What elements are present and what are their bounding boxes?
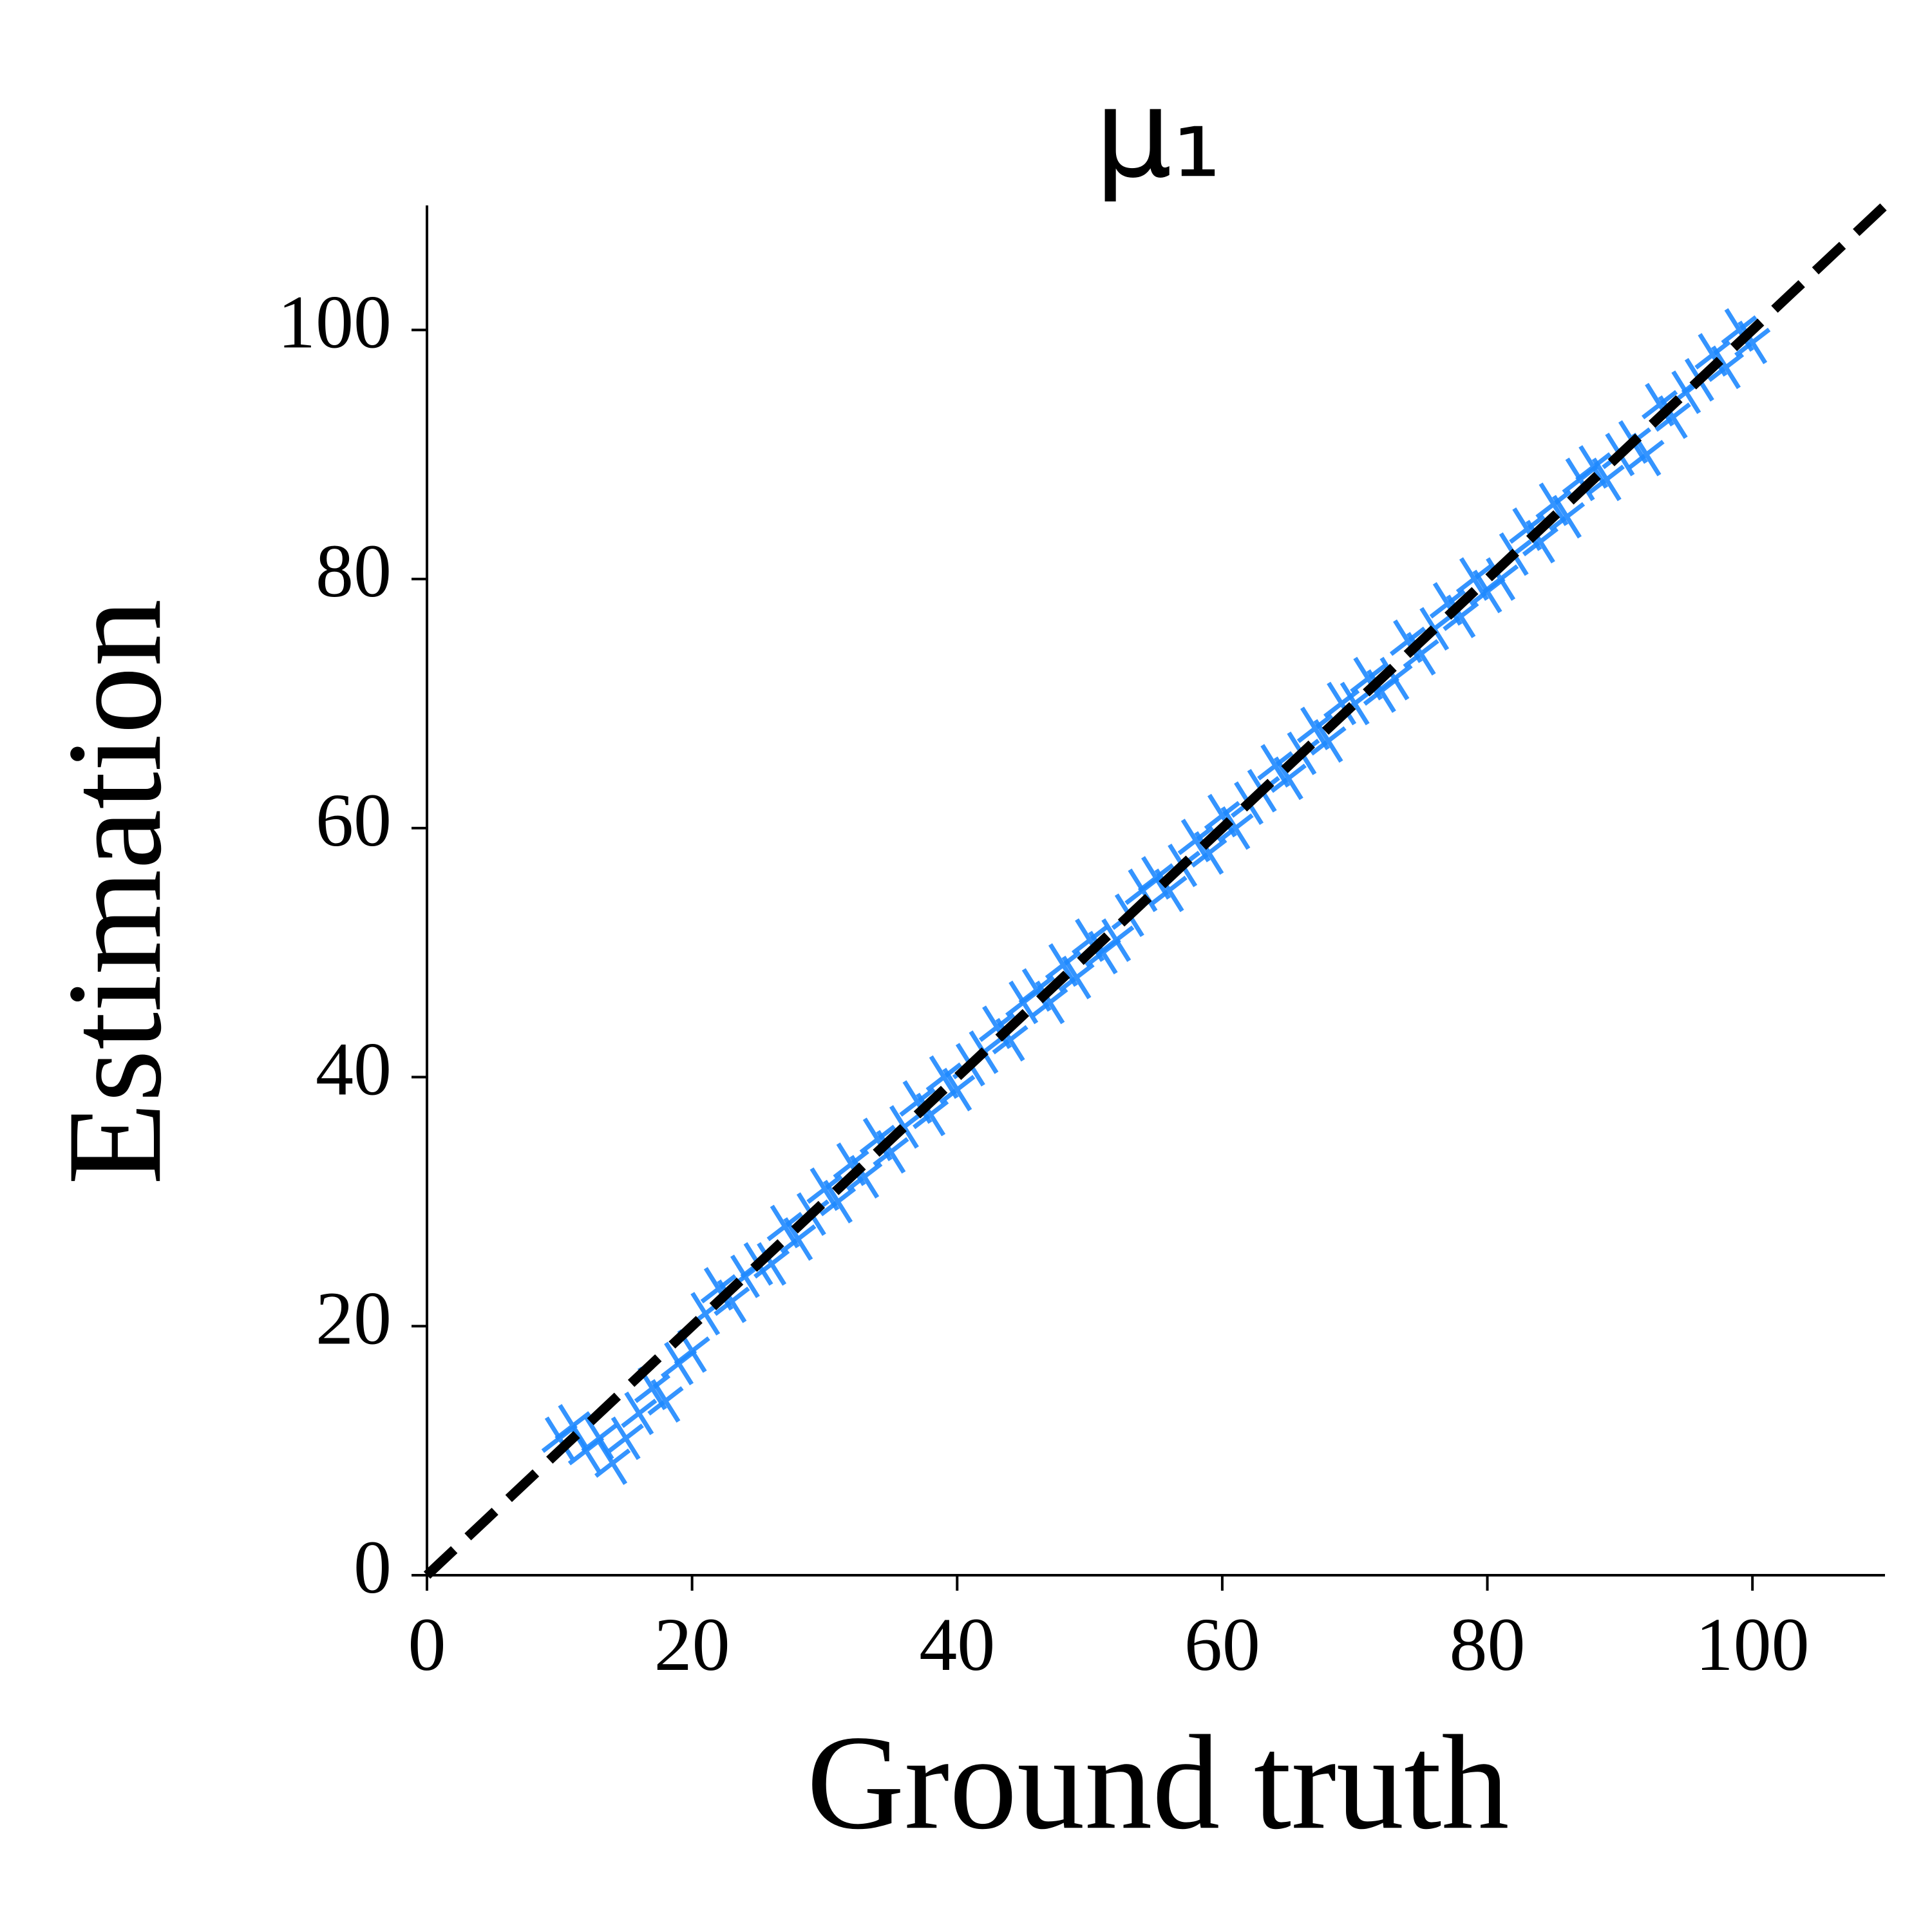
scatter-marker bbox=[1151, 868, 1188, 913]
x-tick-label: 40 bbox=[919, 1602, 995, 1687]
scatter-marker bbox=[1191, 831, 1227, 875]
y-tick-label: 40 bbox=[316, 1027, 392, 1112]
scatter-marker bbox=[1098, 918, 1135, 962]
scatter-marker bbox=[846, 1155, 883, 1199]
scatter-marker bbox=[753, 1242, 790, 1286]
x-tick-label: 100 bbox=[1696, 1602, 1810, 1687]
scatter-marker bbox=[1217, 806, 1254, 850]
scatter-marker bbox=[1482, 557, 1519, 601]
reference-line bbox=[423, 202, 1889, 1579]
x-tick-label: 0 bbox=[408, 1602, 446, 1687]
scatter-marker bbox=[1654, 395, 1691, 439]
scatter-marker bbox=[992, 1018, 1028, 1062]
scatter-marker bbox=[1443, 594, 1479, 638]
scatter-marker bbox=[647, 1379, 684, 1423]
scatter-marker bbox=[607, 1416, 644, 1461]
chart-title: μ₁ bbox=[1094, 62, 1221, 205]
scatter-marker bbox=[1522, 520, 1559, 564]
scatter-marker bbox=[1403, 632, 1439, 676]
scatter-marker bbox=[1270, 756, 1307, 800]
x-axis-label: Ground truth bbox=[807, 1708, 1510, 1857]
y-tick-label: 20 bbox=[316, 1276, 392, 1360]
scatter-marker bbox=[780, 1217, 817, 1261]
scatter-marker bbox=[621, 1391, 658, 1435]
scatter-marker bbox=[1310, 719, 1347, 763]
scatter-marker bbox=[1548, 495, 1586, 539]
scatter-marker bbox=[873, 1130, 909, 1174]
scatter-marker bbox=[1707, 345, 1745, 390]
x-tick-label: 60 bbox=[1184, 1602, 1260, 1687]
scatter-marker bbox=[1376, 656, 1413, 701]
scatter-marker bbox=[819, 1180, 857, 1224]
x-tick-label: 80 bbox=[1450, 1602, 1526, 1687]
scatter-marker bbox=[1323, 681, 1360, 726]
scatter-marker bbox=[1032, 980, 1068, 1025]
scatter-marker bbox=[714, 1279, 750, 1323]
scatter-marker bbox=[594, 1441, 631, 1485]
x-tick-label: 20 bbox=[654, 1602, 730, 1687]
y-axis-label: Estimation bbox=[40, 599, 189, 1185]
scatter-marker bbox=[912, 1092, 949, 1137]
scatter-marker bbox=[1588, 457, 1625, 502]
y-tick-label: 80 bbox=[316, 529, 392, 613]
scatter-marker bbox=[1734, 320, 1771, 365]
scatter-marker bbox=[1058, 955, 1095, 999]
y-tick-label: 60 bbox=[316, 778, 392, 862]
y-tick-label: 100 bbox=[278, 279, 392, 364]
y-tick-label: 0 bbox=[354, 1525, 392, 1609]
scatter-marker bbox=[939, 1068, 976, 1112]
